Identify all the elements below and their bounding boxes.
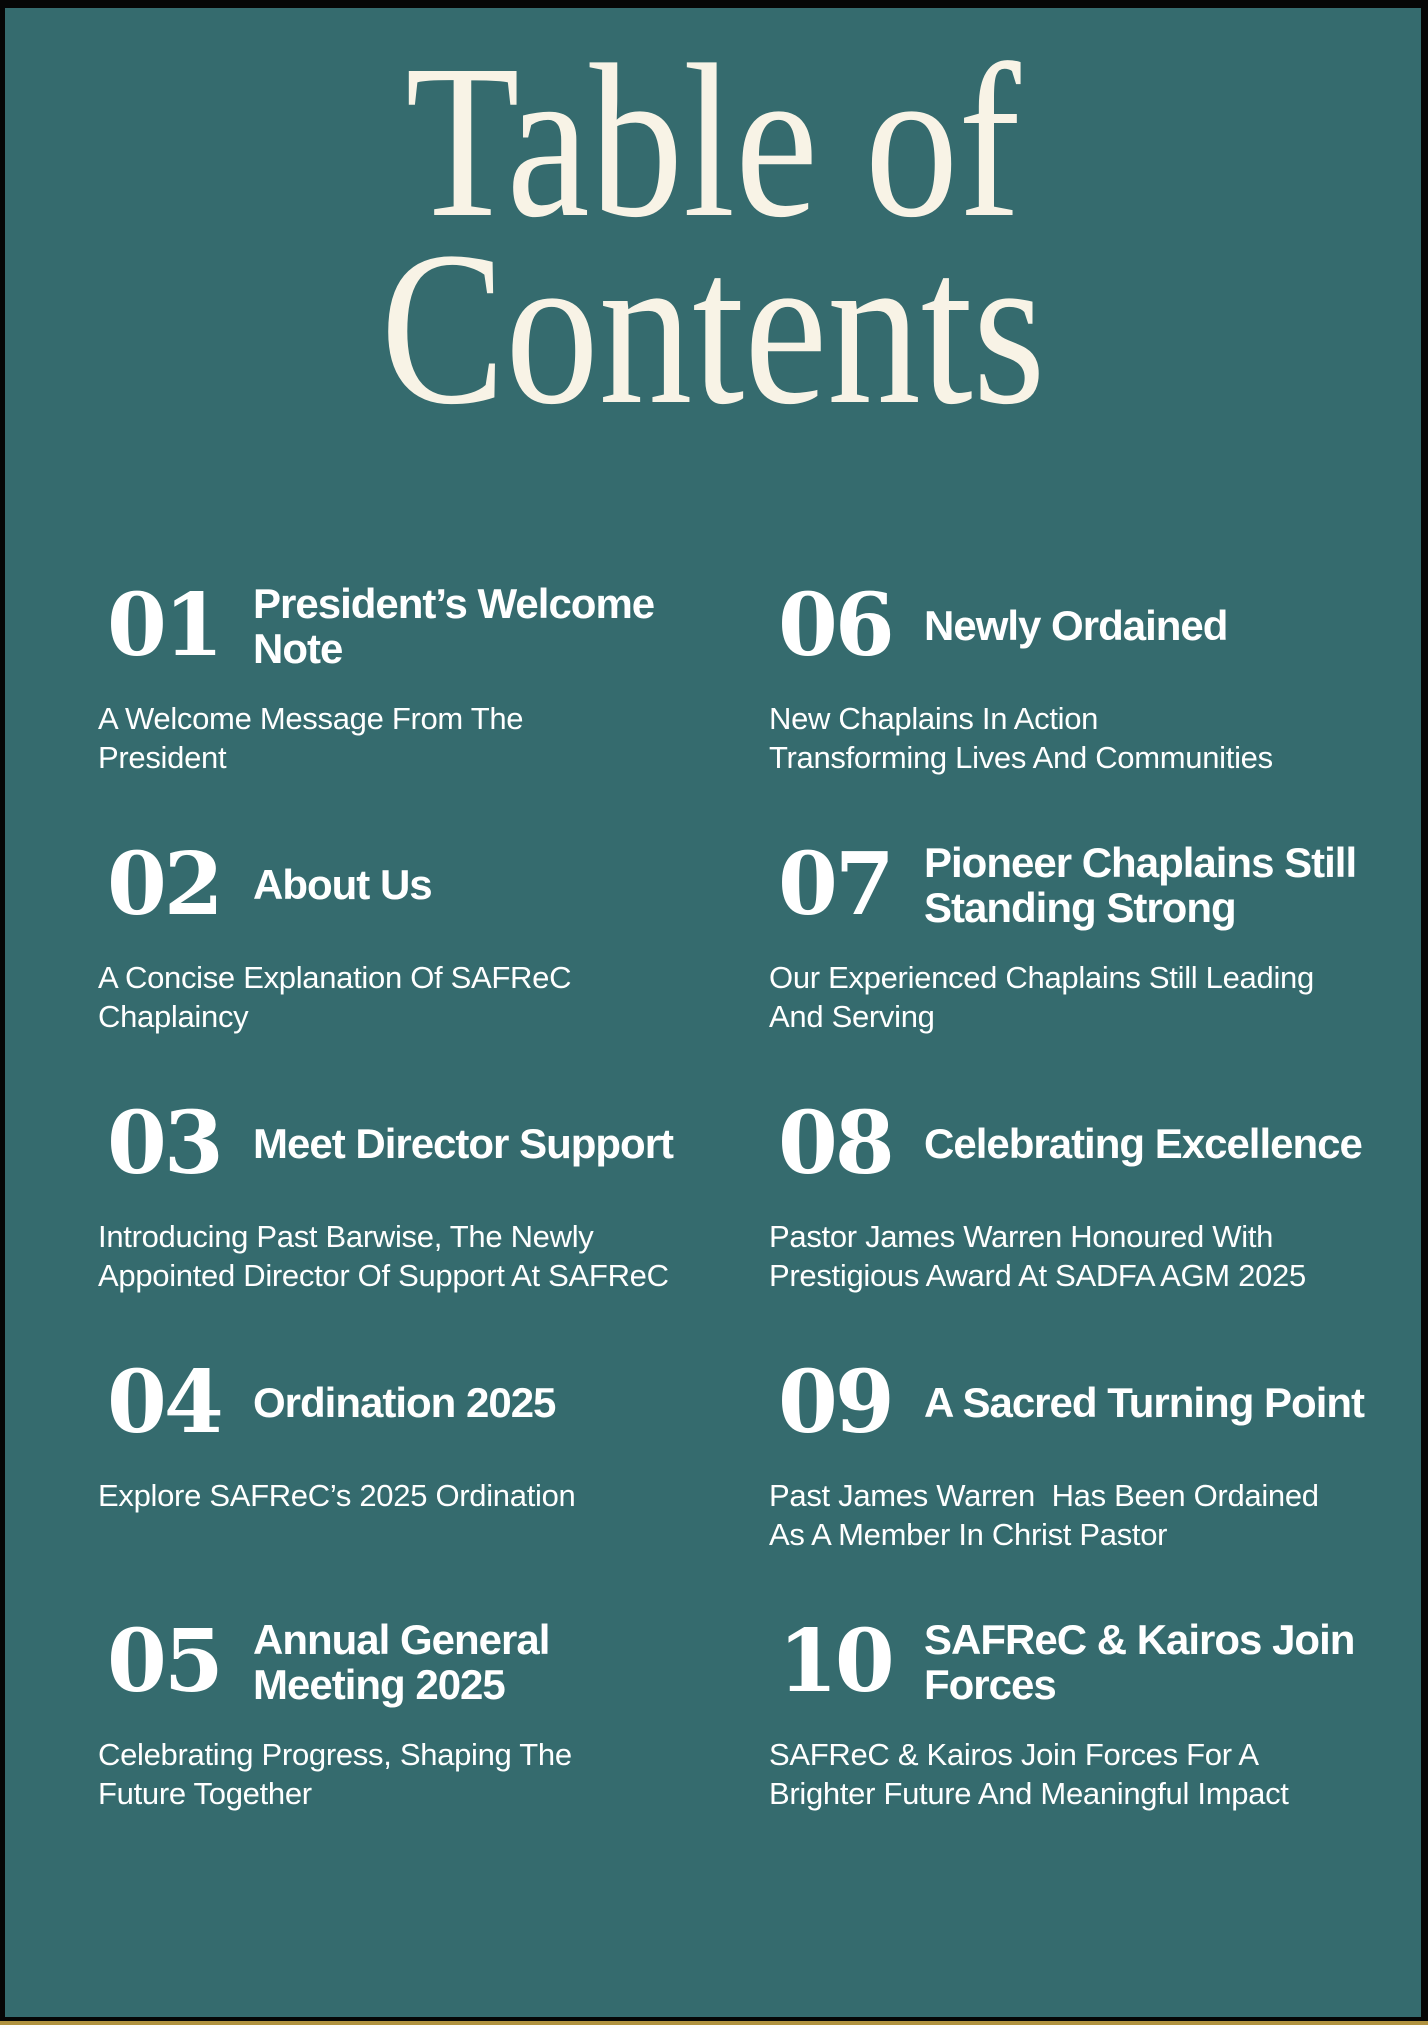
toc-entry-header: 07 Pioneer Chaplains Still Standing Stro… [769, 833, 1369, 937]
entry-number: 05 [107, 1611, 224, 1712]
page-title: Table of Contents [380, 19, 1046, 450]
entry-number: 02 [107, 834, 224, 935]
toc-entry-header: 08 Celebrating Excellence [769, 1092, 1369, 1196]
entry-description: Explore SAFReC’s 2025 Ordination [98, 1478, 576, 1513]
entry-title: President’s Welcome Note [253, 579, 655, 672]
entry-title: Meet Director Support [253, 1120, 674, 1168]
page-bottom-edge [0, 2025, 1428, 2028]
entry-title: Newly Ordained [924, 602, 1228, 650]
entry-description: A Concise Explanation Of SAFReC Chaplain… [98, 960, 572, 1034]
toc-entry: 01 President’s Welcome Note A Welcome Me… [98, 574, 698, 833]
entry-number: 07 [778, 834, 895, 935]
toc-entry-header: 01 President’s Welcome Note [98, 574, 698, 678]
entry-description: Pastor James Warren Honoured With Presti… [769, 1219, 1306, 1293]
toc-column-left: 01 President’s Welcome Note A Welcome Me… [98, 574, 698, 1869]
entry-description: A Welcome Message From The President [98, 701, 524, 775]
toc-entry: 04 Ordination 2025 Explore SAFReC’s 2025… [98, 1351, 698, 1610]
entry-number: 09 [778, 1352, 895, 1453]
entry-title: Ordination 2025 [253, 1379, 556, 1427]
toc-entry-header: 06 Newly Ordained [769, 574, 1369, 678]
entry-title: SAFReC & Kairos Join Forces [924, 1615, 1355, 1708]
entry-number: 03 [107, 1093, 224, 1194]
entry-title: Celebrating Excellence [924, 1120, 1363, 1168]
toc-entry: 06 Newly Ordained New Chaplains In Actio… [769, 574, 1369, 833]
toc-column-right: 06 Newly Ordained New Chaplains In Actio… [769, 574, 1369, 1869]
toc-entry: 08 Celebrating Excellence Pastor James W… [769, 1092, 1369, 1351]
entry-description: New Chaplains In Action Transforming Liv… [769, 701, 1273, 775]
entry-description: Celebrating Progress, Shaping The Future… [98, 1737, 572, 1811]
entry-number: 10 [778, 1611, 895, 1712]
entry-number: 04 [107, 1352, 224, 1453]
toc-entry-header: 03 Meet Director Support [98, 1092, 698, 1196]
toc-sheet: Table of Contents 01 President’s Welcome… [5, 8, 1421, 2017]
toc-entry-header: 10 SAFReC & Kairos Join Forces [769, 1610, 1369, 1714]
entry-title: Annual General Meeting 2025 [253, 1615, 550, 1708]
toc-entry: 10 SAFReC & Kairos Join Forces SAFReC & … [769, 1610, 1369, 1869]
toc-entry-header: 02 About Us [98, 833, 698, 937]
entry-description: Introducing Past Barwise, The Newly Appo… [98, 1219, 669, 1293]
toc-entry-header: 04 Ordination 2025 [98, 1351, 698, 1455]
toc-columns: 01 President’s Welcome Note A Welcome Me… [98, 574, 1421, 1869]
entry-description: SAFReC & Kairos Join Forces For A Bright… [769, 1737, 1289, 1811]
toc-entry: 02 About Us A Concise Explanation Of SAF… [98, 833, 698, 1092]
bottom-accent-line [0, 2021, 1428, 2025]
entry-title: A Sacred Turning Point [924, 1379, 1365, 1427]
toc-entry: 05 Annual General Meeting 2025 Celebrati… [98, 1610, 698, 1869]
entry-number: 01 [107, 575, 224, 676]
toc-entry: 09 A Sacred Turning Point Past James War… [769, 1351, 1369, 1610]
entry-title: About Us [253, 861, 433, 909]
entry-title: Pioneer Chaplains Still Standing Strong [924, 838, 1357, 931]
entry-description: Our Experienced Chaplains Still Leading … [769, 960, 1314, 1034]
toc-entry: 07 Pioneer Chaplains Still Standing Stro… [769, 833, 1369, 1092]
toc-entry-header: 09 A Sacred Turning Point [769, 1351, 1369, 1455]
toc-entry-header: 05 Annual General Meeting 2025 [98, 1610, 698, 1714]
entry-number: 06 [778, 575, 895, 676]
entry-number: 08 [778, 1093, 895, 1194]
toc-entry: 03 Meet Director Support Introducing Pas… [98, 1092, 698, 1351]
entry-description: Past James Warren Has Been Ordained As A… [769, 1478, 1319, 1552]
